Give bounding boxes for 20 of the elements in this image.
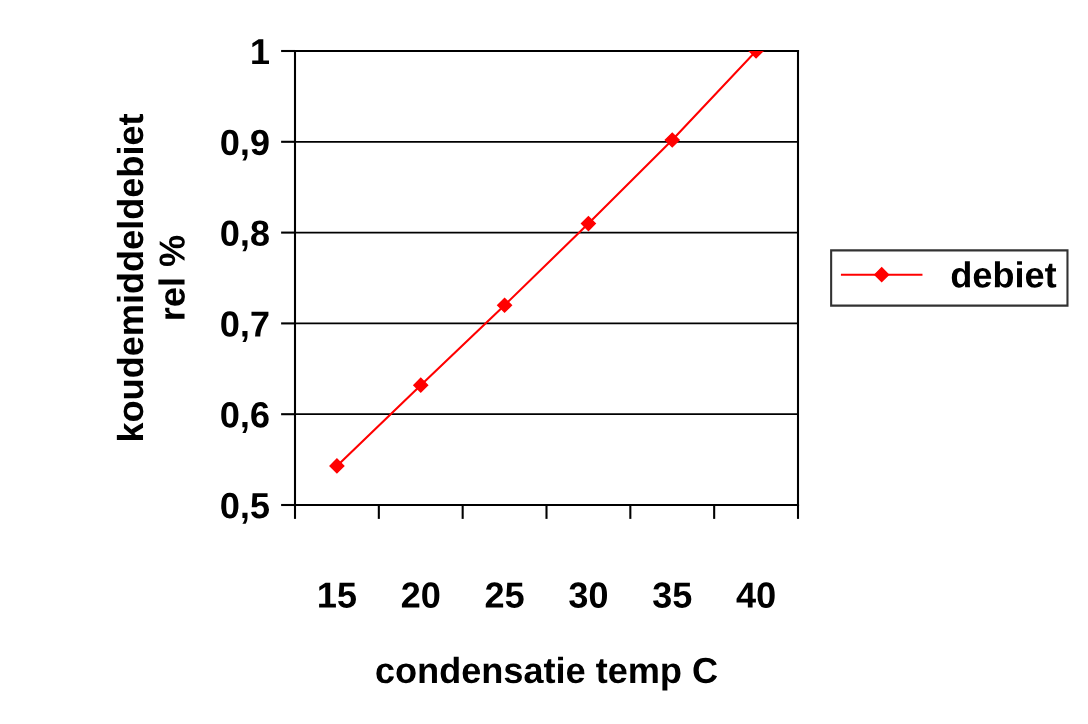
y-tick-label: 0,7 <box>221 311 269 343</box>
y-tick-label: 0,8 <box>221 220 269 252</box>
point <box>664 132 680 148</box>
y-tick-label: 0,5 <box>221 492 269 524</box>
y-tick-label: 0,9 <box>221 129 269 161</box>
x-tick-label: 25 <box>485 582 524 608</box>
x-axis-title: condensatie temp C <box>376 656 718 691</box>
x-tick-label: 20 <box>401 582 440 608</box>
x-tick-label: 30 <box>569 582 608 608</box>
point <box>497 297 513 313</box>
point <box>413 377 429 393</box>
legend-label: debiet <box>951 261 1057 288</box>
point <box>329 458 345 474</box>
x-tick-label: 40 <box>736 582 775 608</box>
x-tick-label: 35 <box>653 582 692 608</box>
point <box>580 215 596 232</box>
y-tick-label: 1 <box>252 39 269 65</box>
y-axis-title: koudemiddeldebiet rel % <box>116 113 185 440</box>
x-tick-label: 15 <box>319 582 356 608</box>
y-tick-label: 0,6 <box>221 402 269 433</box>
